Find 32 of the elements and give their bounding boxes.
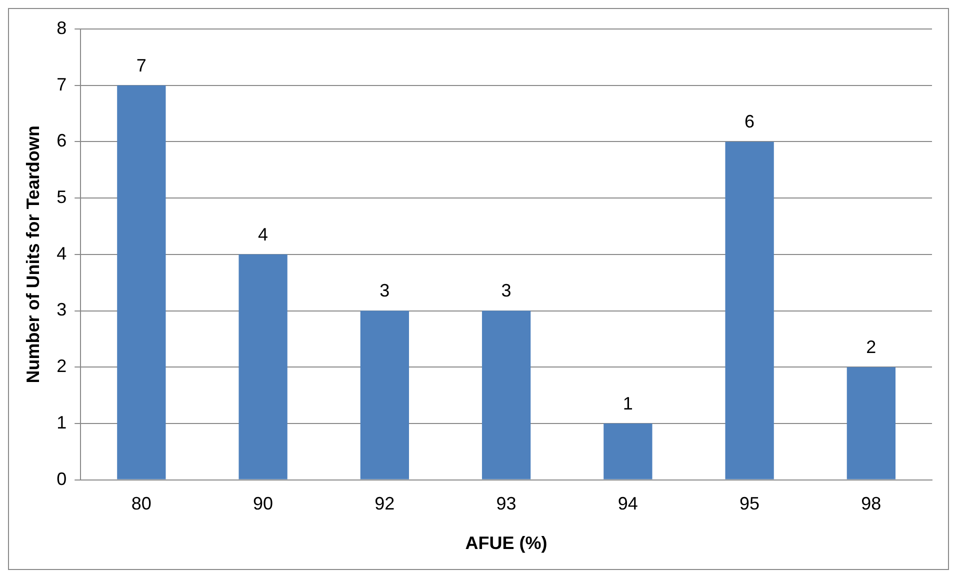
data-label: 3 (501, 280, 512, 301)
y-tick-label: 4 (56, 243, 67, 264)
x-tick-label: 95 (740, 494, 760, 514)
data-label: 6 (744, 112, 755, 132)
bar (725, 142, 774, 480)
y-tick-label: 2 (56, 356, 67, 376)
bar (604, 423, 652, 480)
y-axis-title: Number of Units for Teardown (22, 126, 43, 384)
data-label: 7 (136, 55, 146, 76)
data-label: 4 (258, 224, 268, 244)
bar (482, 310, 531, 480)
y-tick-label: 3 (56, 300, 67, 320)
x-tick-label: 92 (374, 494, 395, 514)
x-tick-label: 98 (861, 494, 882, 514)
bar (238, 254, 288, 480)
data-label: 2 (866, 337, 876, 358)
x-axis-title: AFUE (%) (465, 533, 548, 554)
x-tick-label: 93 (496, 494, 516, 514)
y-tick-label: 0 (56, 468, 67, 489)
y-tick-label: 7 (56, 74, 67, 94)
y-tick-label: 6 (56, 130, 67, 151)
x-tick-label: 94 (618, 494, 638, 514)
data-label: 1 (622, 393, 633, 414)
y-tick-label: 1 (56, 412, 67, 432)
x-tick-label: 90 (253, 494, 274, 514)
x-tick-label: 80 (131, 494, 152, 514)
y-tick-label: 5 (56, 187, 67, 208)
data-label: 3 (380, 280, 390, 301)
bar (117, 85, 166, 480)
bar (360, 310, 410, 480)
bar (846, 367, 896, 480)
y-tick-label: 8 (56, 18, 67, 38)
